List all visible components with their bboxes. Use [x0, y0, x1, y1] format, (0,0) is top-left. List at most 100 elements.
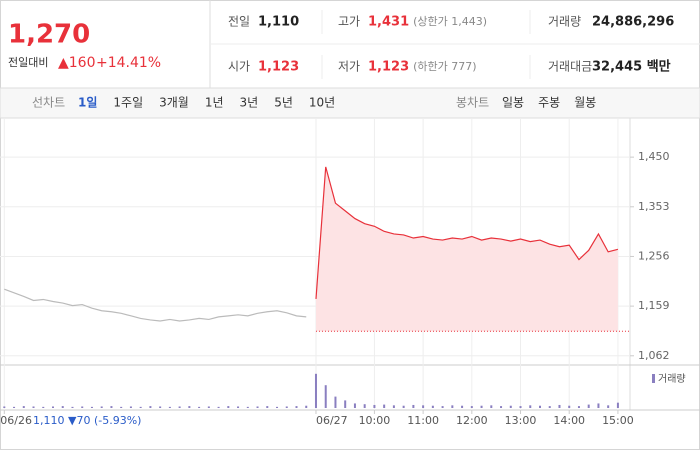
volume-bar — [129, 406, 132, 408]
x-tick-label: 06/26 — [0, 414, 32, 427]
y-tick-label: 1,450 — [638, 150, 670, 163]
volume-bar — [237, 406, 240, 408]
volume-bar — [139, 406, 142, 408]
volume-bar — [422, 405, 425, 408]
stat-label: 저가 — [338, 60, 360, 74]
stat-value: 32,445 백만 — [592, 59, 671, 75]
x-tick-label: 11:00 — [407, 414, 439, 427]
tab-bar — [0, 87, 700, 119]
volume-bar — [597, 403, 600, 408]
volume-bar — [353, 403, 356, 408]
stat-label: 거래대금 — [548, 60, 592, 74]
volume-bar — [529, 405, 532, 408]
volume-bar — [295, 406, 298, 408]
stat-value: 1,123 — [368, 60, 409, 75]
volume-bar — [344, 400, 347, 408]
volume-bar — [3, 406, 6, 408]
volume-bar — [587, 404, 590, 408]
volume-bar — [285, 406, 288, 408]
price: 1,270 — [8, 20, 90, 50]
x-tick-label: 13:00 — [505, 414, 537, 427]
tab[interactable]: 1일 — [78, 96, 97, 110]
area-fill — [315, 166, 618, 332]
volume-bar — [32, 406, 35, 408]
volume-bar — [577, 406, 580, 408]
price-line — [315, 166, 619, 299]
tab[interactable]: 1년 — [205, 96, 224, 110]
tab[interactable]: 월봉 — [574, 96, 596, 110]
volume-bar — [71, 406, 74, 408]
price-line — [4, 288, 307, 322]
volume-bar — [607, 405, 610, 408]
x-tick-label: 10:00 — [359, 414, 391, 427]
volume-bar — [500, 406, 503, 408]
annotation: 1,110 ▼70 (-5.93%) — [33, 414, 141, 427]
change-label: 전일대비 — [8, 55, 48, 69]
volume-bar — [207, 406, 210, 408]
volume-bar — [61, 406, 64, 408]
volume-bar — [402, 405, 405, 408]
legend-swatch — [652, 374, 655, 383]
volume-bar — [42, 406, 45, 408]
volume-bar — [149, 406, 152, 408]
volume-bar — [52, 406, 54, 408]
volume-bar — [548, 406, 551, 408]
volume-bar — [120, 406, 123, 408]
x-tick-label: 12:00 — [456, 414, 488, 427]
volume-bar — [470, 406, 473, 408]
volume-bar — [81, 406, 84, 408]
volume-bar — [383, 404, 386, 408]
volume-bar — [178, 406, 181, 408]
tab[interactable]: 5년 — [274, 96, 293, 110]
tab[interactable]: 3년 — [240, 96, 259, 110]
stat-note: (상한가 1,443) — [413, 15, 487, 28]
volume-bar — [188, 406, 191, 408]
volume-bar — [568, 405, 571, 408]
volume-bar — [363, 404, 366, 408]
volume-bar — [558, 404, 561, 408]
stat-value: 1,110 — [258, 15, 299, 30]
stat-label: 시가 — [228, 60, 250, 74]
tab[interactable]: 3개월 — [159, 96, 189, 110]
stat-value: 24,886,296 — [592, 15, 674, 30]
y-tick-label: 1,062 — [638, 349, 670, 362]
volume-bar — [168, 406, 171, 408]
volume-bar — [227, 406, 230, 408]
x-tick-label: 14:00 — [553, 414, 585, 427]
volume-bar — [509, 405, 512, 408]
tab-group-label: 봉차트 — [456, 96, 489, 110]
volume-bar — [314, 373, 317, 408]
volume-bar — [461, 405, 464, 408]
volume-bar — [480, 405, 483, 408]
volume-bar — [539, 405, 541, 408]
volume-bar — [266, 406, 269, 408]
y-tick-label: 1,256 — [638, 249, 670, 262]
stat-label: 전일 — [228, 15, 250, 29]
y-tick-label: 1,353 — [638, 200, 670, 213]
volume-bar — [451, 405, 454, 408]
tab[interactable]: 10년 — [309, 96, 335, 110]
x-tick-label: 15:00 — [602, 414, 634, 427]
tab[interactable]: 주봉 — [538, 96, 560, 110]
x-tick-label: 06/27 — [316, 414, 348, 427]
stat-label: 거래량 — [548, 15, 581, 29]
tab[interactable]: 1주일 — [113, 96, 143, 110]
volume-bar — [100, 406, 103, 408]
volume-bar — [110, 406, 113, 408]
tab[interactable]: 일봉 — [502, 96, 524, 110]
volume-bar — [392, 405, 395, 408]
stat-note: (하한가 777) — [413, 59, 476, 73]
volume-bar — [198, 406, 201, 408]
legend-label: 거래량 — [658, 373, 686, 385]
volume-bar — [373, 404, 376, 408]
volume-bar — [412, 404, 415, 408]
change: ▲160 — [58, 55, 96, 71]
volume-bar — [616, 402, 619, 408]
volume-bar — [90, 406, 93, 408]
volume-bar — [441, 406, 444, 408]
volume-bar — [276, 406, 279, 408]
tab-group-label: 선차트 — [32, 96, 65, 110]
volume-bar — [334, 396, 337, 408]
volume-bar — [246, 406, 249, 408]
